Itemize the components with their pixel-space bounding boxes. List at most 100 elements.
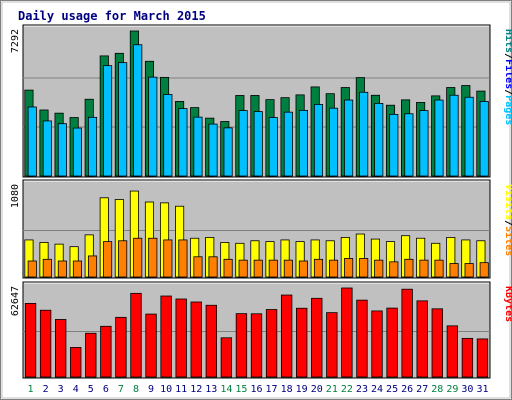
bar-files (193, 116, 203, 177)
bar-sites (103, 241, 113, 278)
bar-files (479, 101, 489, 177)
bar-files (27, 106, 37, 177)
x-tick-label: 12 (190, 384, 202, 395)
bar-kbytes (341, 287, 353, 378)
x-tick-label: 15 (235, 384, 247, 395)
bar-kbytes (311, 297, 323, 378)
x-tick-label: 6 (103, 384, 109, 395)
bar-kbytes (476, 338, 489, 378)
bar-kbytes (39, 309, 52, 378)
bar-files (359, 91, 369, 177)
bar-kbytes (85, 332, 97, 378)
x-tick-label: 2 (43, 384, 49, 395)
bar-kbytes (205, 304, 217, 378)
chart-panels: 7292Hits/Files/Pages1080Visits/Sites6264… (10, 24, 512, 379)
x-tick-label: 29 (446, 384, 458, 395)
panel-legend: Visits/Sites (503, 184, 512, 256)
bar-kbytes (130, 292, 142, 378)
bar-files (208, 123, 218, 177)
bar-sites (148, 237, 158, 278)
bar-kbytes (24, 303, 37, 378)
bar-kbytes (145, 313, 157, 378)
bar-sites (283, 259, 293, 278)
bar-files (72, 127, 83, 177)
bar-sites (27, 260, 37, 278)
bar-files (344, 99, 354, 177)
bar-sites (329, 259, 339, 278)
x-tick-label: 26 (401, 384, 413, 395)
bar-files (298, 109, 308, 177)
x-tick-label: 22 (341, 384, 353, 395)
bar-files (313, 104, 324, 177)
panel-legend: Hits/Files/Pages (503, 29, 512, 125)
x-tick-label: 4 (73, 384, 79, 395)
legend-entry: Files (503, 59, 512, 89)
bar-sites (118, 240, 128, 278)
x-tick-label: 8 (133, 384, 139, 395)
bar-files (103, 65, 113, 177)
x-axis-day-labels: 1 2 3 4 5 6 7 8 9 10 11 12 13 14 15 16 17 18 19 20 21 22 23 24 2… (28, 384, 489, 395)
legend-entry: / (503, 53, 512, 59)
bar-kbytes (220, 337, 233, 378)
bar-sites (178, 239, 188, 278)
chart-title: Daily usage for March 2015 (18, 9, 206, 23)
x-tick-label: 21 (326, 384, 338, 395)
x-tick-label: 17 (266, 384, 278, 395)
bar-kbytes (100, 325, 112, 378)
bar-files (42, 120, 52, 177)
bar-files (118, 62, 128, 177)
x-tick-label: 20 (311, 384, 323, 395)
x-tick-label: 25 (386, 384, 398, 395)
bar-kbytes (190, 301, 202, 378)
x-tick-label: 1 (28, 384, 34, 395)
bar-files (449, 94, 459, 177)
bar-sites (133, 237, 143, 278)
bar-sites (313, 258, 324, 278)
panel-legend: KBytes (503, 286, 512, 322)
y-max-label: 62647 (10, 286, 21, 316)
x-tick-label: 14 (220, 384, 232, 395)
x-tick-label: 18 (281, 384, 293, 395)
bar-kbytes (160, 295, 172, 378)
legend-entry: Sites (503, 226, 512, 256)
bar-kbytes (115, 316, 127, 378)
bar-kbytes (446, 325, 459, 378)
bar-sites (57, 260, 67, 278)
bar-files (133, 44, 143, 177)
bar-files (374, 103, 384, 177)
bar-sites (238, 259, 248, 278)
bar-sites (404, 258, 414, 278)
bar-files (268, 117, 278, 177)
bar-sites (223, 258, 233, 278)
bar-kbytes (431, 308, 443, 378)
x-tick-label: 27 (416, 384, 428, 395)
bar-files (389, 113, 399, 177)
x-tick-label: 28 (431, 384, 443, 395)
y-max-label: 1080 (10, 184, 21, 208)
bar-sites (344, 258, 354, 278)
panel-kbytes: 62647 KBytes (10, 281, 512, 379)
x-tick-label: 19 (296, 384, 308, 395)
x-tick-label: 16 (250, 384, 262, 395)
legend-entry: Hits (503, 29, 512, 53)
bar-files (238, 110, 248, 177)
bar-sites (87, 255, 98, 278)
bar-files (223, 127, 233, 177)
bar-sites (449, 263, 459, 278)
legend-entry: Pages (503, 95, 512, 125)
bar-files (253, 111, 263, 177)
bar-kbytes (175, 298, 187, 378)
x-tick-label: 24 (371, 384, 383, 395)
x-tick-label: 10 (160, 384, 172, 395)
bar-sites (298, 260, 308, 278)
x-tick-label: 9 (148, 384, 154, 395)
x-tick-label: 30 (461, 384, 473, 395)
legend-entry: KBytes (503, 286, 512, 322)
bar-kbytes (70, 347, 82, 378)
x-tick-label: 31 (476, 384, 488, 395)
bar-files (464, 96, 474, 177)
bar-sites (72, 260, 83, 278)
x-tick-label: 23 (356, 384, 368, 395)
